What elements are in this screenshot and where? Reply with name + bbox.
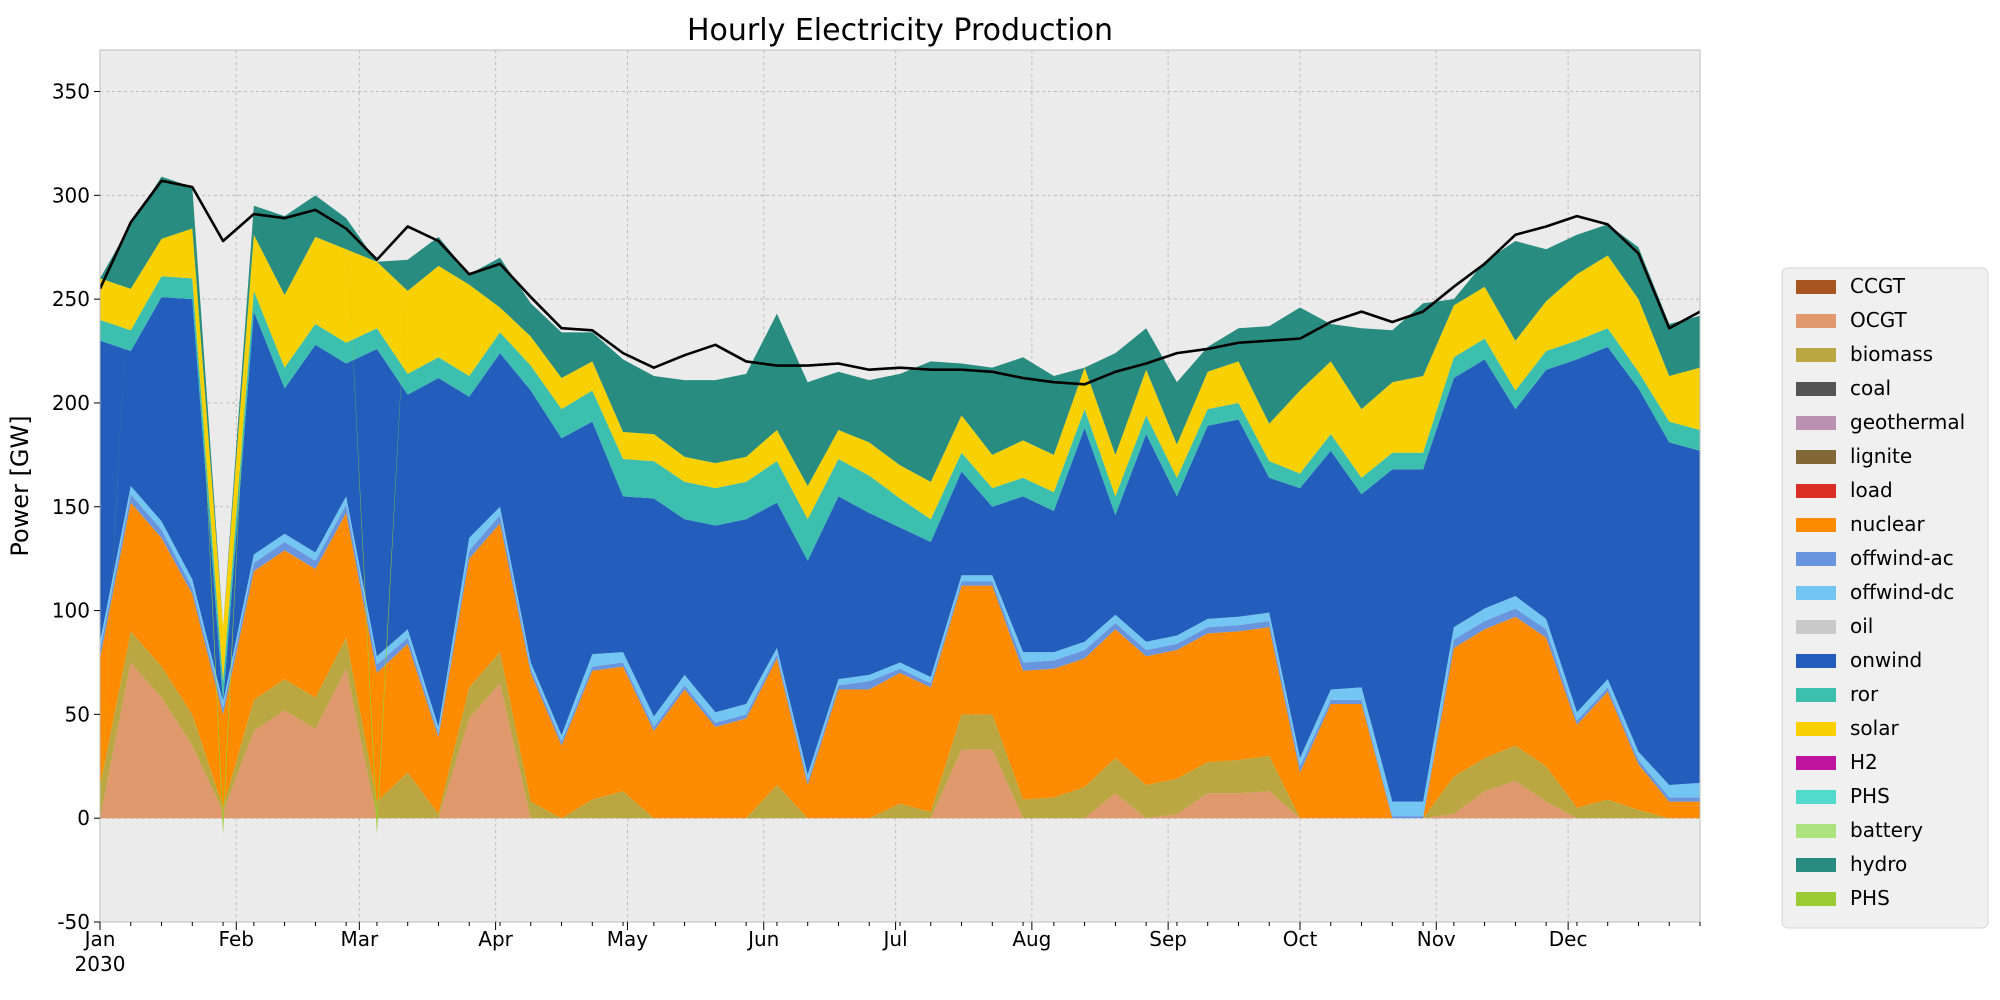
legend-label: lignite	[1850, 444, 1912, 468]
load-line	[100, 179, 1700, 386]
chart-title: Hourly Electricity Production	[687, 13, 1113, 48]
legend-swatch	[1796, 348, 1836, 362]
y-axis-title: Power [GW]	[6, 415, 34, 556]
legend-label: PHS	[1850, 886, 1890, 910]
legend-swatch	[1796, 756, 1836, 770]
legend-swatch	[1796, 484, 1836, 498]
x-tick-label: May	[607, 927, 649, 951]
y-tick-label: -50	[57, 910, 90, 934]
legend-swatch	[1796, 722, 1836, 736]
x-tick-label: Apr	[478, 927, 513, 951]
y-tick-label: 250	[52, 287, 90, 311]
x-tick-label: Oct	[1283, 927, 1318, 951]
legend-label: load	[1850, 478, 1893, 502]
y-tick-label: 350	[52, 80, 90, 104]
x-tick-label: Jun	[746, 927, 779, 951]
x-tick-sublabel: 2030	[75, 952, 126, 976]
legend-swatch	[1796, 280, 1836, 294]
area-biomass	[100, 631, 1700, 819]
x-tick-label: Dec	[1549, 927, 1588, 951]
legend-swatch	[1796, 858, 1836, 872]
legend-label: H2	[1850, 750, 1878, 774]
legend-swatch	[1796, 790, 1836, 804]
area-ocgt	[100, 662, 1700, 819]
legend-label: solar	[1850, 716, 1899, 740]
legend-label: biomass	[1850, 342, 1933, 366]
legend-swatch	[1796, 518, 1836, 532]
area-solar	[100, 228, 1700, 682]
legend-label: battery	[1850, 818, 1923, 842]
legend-label: hydro	[1850, 852, 1907, 876]
x-tick-label: Jul	[882, 927, 908, 951]
legend-swatch	[1796, 450, 1836, 464]
x-tick-label: Nov	[1417, 927, 1456, 951]
x-tick-label: Sep	[1149, 927, 1187, 951]
y-tick-label: 100	[52, 599, 90, 623]
area-onwind	[100, 297, 1700, 802]
legend: CCGT OCGT biomass coal geothermal lignite load…	[1781, 267, 1989, 929]
legend-label: ror	[1850, 682, 1879, 706]
x-tick-label: Jan	[83, 927, 116, 951]
area-ror	[100, 276, 1700, 702]
legend-label: offwind-dc	[1850, 580, 1954, 604]
legend-label: OCGT	[1850, 308, 1907, 332]
legend-label: onwind	[1850, 648, 1922, 672]
legend-label: coal	[1850, 376, 1891, 400]
legend-swatch	[1796, 824, 1836, 838]
legend-swatch	[1796, 620, 1836, 634]
legend-swatch	[1796, 654, 1836, 668]
stacked-areas	[100, 176, 1700, 835]
legend-label: oil	[1850, 614, 1873, 638]
legend-swatch	[1796, 586, 1836, 600]
legend-swatch	[1796, 314, 1836, 328]
area-nuclear	[100, 502, 1700, 819]
x-tick-label: Aug	[1012, 927, 1051, 951]
legend-swatch	[1796, 382, 1836, 396]
legend-label: offwind-ac	[1850, 546, 1954, 570]
y-tick-label: 200	[52, 391, 90, 415]
x-tick-label: Mar	[340, 927, 379, 951]
legend-swatch	[1796, 688, 1836, 702]
legend-label: PHS	[1850, 784, 1890, 808]
legend-swatch	[1796, 892, 1836, 906]
y-tick-label: 150	[52, 495, 90, 519]
legend-label: geothermal	[1850, 410, 1965, 434]
legend-swatch	[1796, 552, 1836, 566]
y-tick-label: 50	[65, 702, 90, 726]
legend-label: CCGT	[1850, 274, 1906, 298]
y-tick-label: 0	[77, 806, 90, 830]
legend-label: nuclear	[1850, 512, 1925, 536]
area-hydro	[100, 176, 1700, 628]
x-tick-label: Feb	[219, 927, 254, 951]
legend-swatch	[1796, 416, 1836, 430]
y-tick-label: 300	[52, 183, 90, 207]
